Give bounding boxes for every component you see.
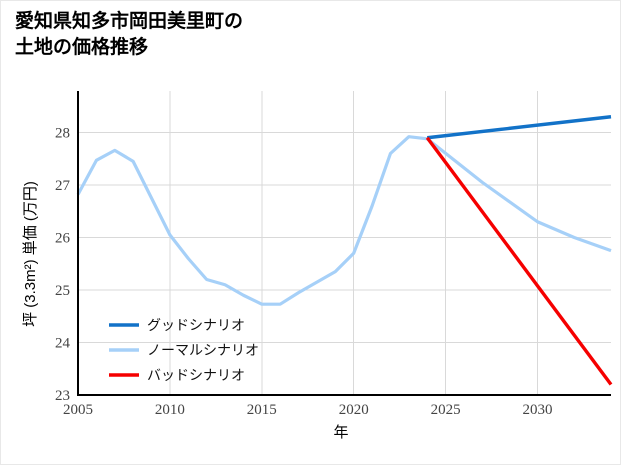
x-tick-labels: 2005 2010 2015 2020 2025 2030 xyxy=(63,402,552,418)
y-tick-label: 24 xyxy=(55,336,71,352)
x-tick-label: 2010 xyxy=(155,402,185,418)
y-tick-label: 25 xyxy=(55,283,70,299)
x-tick-label: 2005 xyxy=(63,402,93,418)
series-line-ノーマルシナリオ xyxy=(76,135,612,306)
page-title: 愛知県知多市岡田美里町の 土地の価格推移 xyxy=(15,11,244,59)
legend-label-bad: バッドシナリオ xyxy=(147,369,245,384)
y-tick-label: 23 xyxy=(55,388,70,404)
legend-label-normal: ノーマルシナリオ xyxy=(147,344,259,359)
x-tick-label: 2020 xyxy=(339,402,369,418)
series-line-グッドシナリオ xyxy=(427,115,612,140)
series-layer xyxy=(76,115,613,386)
y-tick-label: 28 xyxy=(55,126,70,142)
y-tick-label: 26 xyxy=(55,231,71,247)
series-line-バッドシナリオ xyxy=(425,136,613,386)
y-tick-label: 27 xyxy=(55,178,71,194)
x-tick-label: 2030 xyxy=(522,402,552,418)
legend-label-good: グッドシナリオ xyxy=(147,318,245,334)
y-tick-labels: 23 24 25 26 27 28 xyxy=(55,126,71,405)
x-axis-title: 年 xyxy=(333,424,348,441)
x-tick-label: 2025 xyxy=(431,402,461,418)
y-axis-title: 坪 (3.3m²) 単価 (万円) xyxy=(22,181,39,327)
x-tick-label: 2015 xyxy=(247,402,277,418)
axis-lines xyxy=(76,91,611,397)
